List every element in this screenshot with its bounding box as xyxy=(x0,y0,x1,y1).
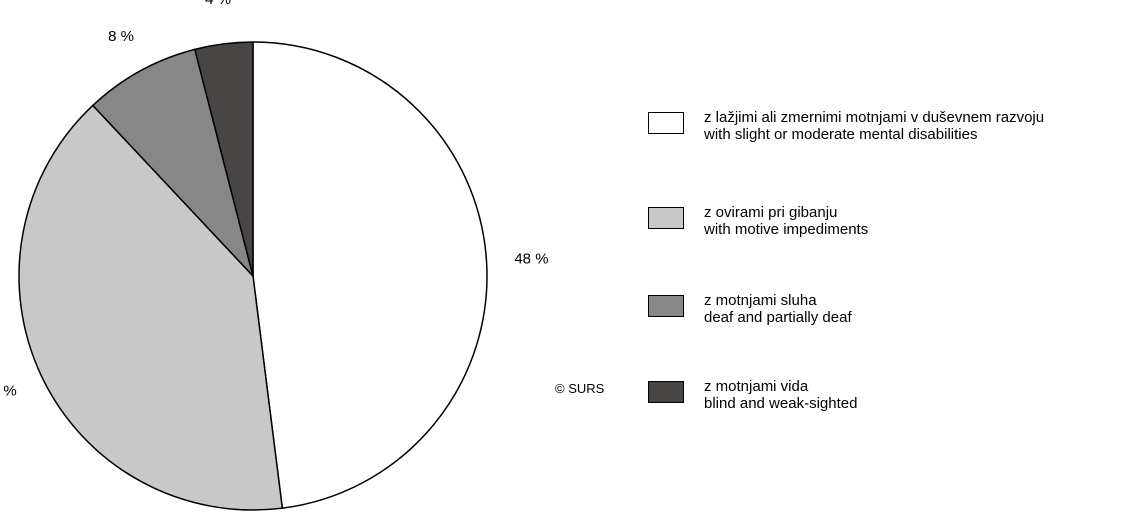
pie-value-labels: 48 % 40 % 8 % 4 % xyxy=(0,0,549,400)
legend-label-sl: z lažjimi ali zmernimi motnjami v duševn… xyxy=(704,109,1045,126)
legend-text-deaf: z motnjami sluha deaf and partially deaf xyxy=(704,292,852,326)
legend: z lažjimi ali zmernimi motnjami v duševn… xyxy=(648,0,1145,513)
legend-label-en: with motive impediments xyxy=(704,221,869,238)
pie-value-label: 48 % xyxy=(514,250,548,267)
legend-item-deaf: z motnjami sluha deaf and partially deaf xyxy=(648,292,852,326)
legend-text-blind: z motnjami vida blind and weak-sighted xyxy=(704,378,857,412)
legend-text-mental: z lažjimi ali zmernimi motnjami v duševn… xyxy=(704,109,1044,143)
legend-item-blind: z motnjami vida blind and weak-sighted xyxy=(648,378,857,412)
legend-label-en: deaf and partially deaf xyxy=(704,309,852,326)
pie-value-label: 40 % xyxy=(0,383,17,400)
pie-value-label: 8 % xyxy=(108,28,134,45)
pie-slice xyxy=(18,104,284,511)
legend-swatch-motive xyxy=(648,207,684,229)
pie-slices xyxy=(18,41,488,511)
pie-slice xyxy=(252,41,488,509)
legend-swatch-mental xyxy=(648,112,684,134)
legend-label-en: blind and weak-sighted xyxy=(704,395,858,412)
pie-slice xyxy=(193,41,254,277)
legend-swatch-blind xyxy=(648,381,684,403)
legend-label-sl: z ovirami pri gibanju xyxy=(704,204,838,221)
legend-item-motive: z ovirami pri gibanju with motive impedi… xyxy=(648,204,868,238)
legend-label-sl: z motnjami sluha xyxy=(704,292,817,309)
copyright-label: © SURS xyxy=(555,381,605,396)
legend-text-motive: z ovirami pri gibanju with motive impedi… xyxy=(704,204,868,238)
legend-label-en: with slight or moderate mental disabilit… xyxy=(704,126,978,143)
pie-slice xyxy=(91,48,254,277)
legend-swatch-deaf xyxy=(648,295,684,317)
pie-value-label: 4 % xyxy=(205,0,231,8)
legend-label-sl: z motnjami vida xyxy=(704,378,809,395)
legend-item-mental: z lažjimi ali zmernimi motnjami v duševn… xyxy=(648,109,1044,143)
